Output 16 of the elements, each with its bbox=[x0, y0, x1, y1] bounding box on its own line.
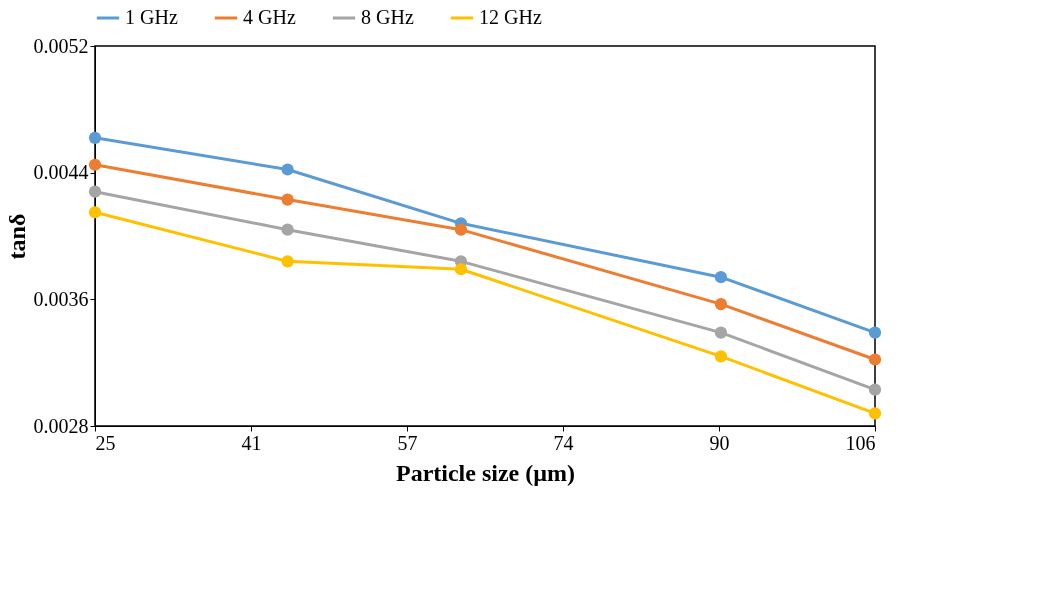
y-axis-title: tanδ bbox=[3, 213, 30, 260]
x-axis-title: Particle size (µm) bbox=[395, 459, 576, 486]
legend-label: 4 GHz bbox=[243, 6, 296, 28]
x-tick-label: 74 bbox=[553, 431, 574, 454]
x-tick-label: 106 bbox=[845, 431, 876, 454]
x-tick-label: 90 bbox=[709, 431, 730, 454]
legend-label: 1 GHz bbox=[125, 6, 178, 28]
y-tick-label: 0.0028 bbox=[33, 414, 89, 437]
x-tick-label: 25 bbox=[95, 431, 116, 454]
legend-label: 12 GHz bbox=[479, 6, 542, 28]
x-tick-label: 41 bbox=[241, 431, 262, 454]
x-tick-label: 57 bbox=[397, 431, 418, 454]
y-tick-label: 0.0052 bbox=[33, 34, 89, 57]
y-tick-label: 0.0036 bbox=[33, 287, 89, 310]
y-tick-label: 0.0044 bbox=[33, 161, 89, 184]
legend-label: 8 GHz bbox=[361, 6, 414, 28]
